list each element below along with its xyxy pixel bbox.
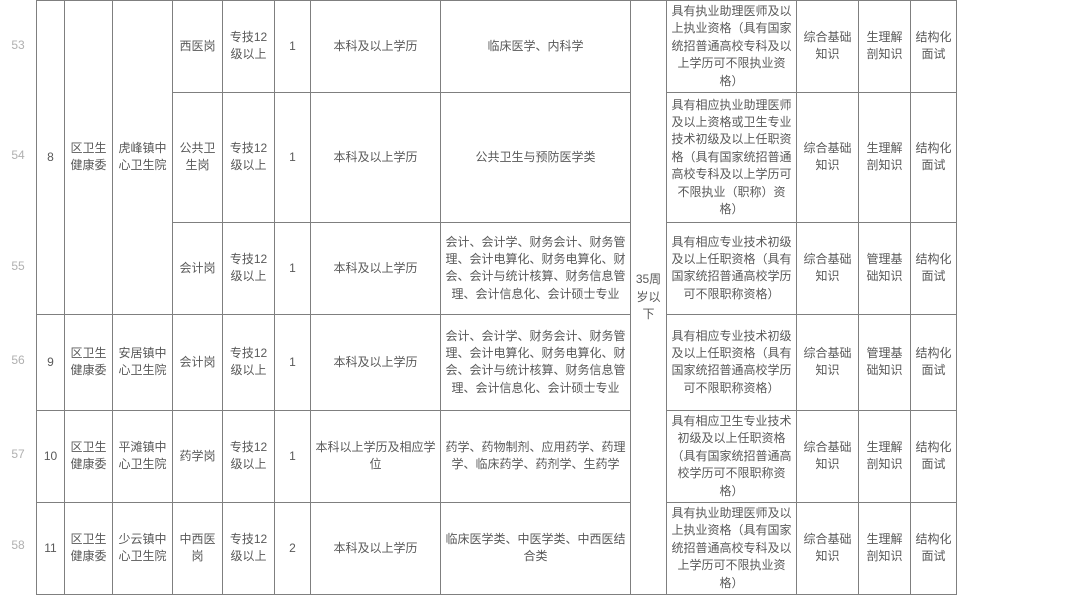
cell-interview: 结构化面试 bbox=[911, 92, 957, 222]
cell-post: 中西医岗 bbox=[173, 502, 223, 594]
cell-cond: 具有执业助理医师及以上执业资格（具有国家统招普通高校专科及以上学历可不限执业资格… bbox=[667, 1, 797, 93]
cell-edu: 本科及以上学历 bbox=[311, 1, 441, 93]
cell-major: 公共卫生与预防医学类 bbox=[441, 92, 631, 222]
cell-cond: 具有相应卫生专业技术初级及以上任职资格（具有国家统招普通高校学历可不限职称资格） bbox=[667, 410, 797, 502]
cell-level: 专技12级以上 bbox=[223, 410, 275, 502]
cell-level: 专技12级以上 bbox=[223, 92, 275, 222]
row-header: 54 bbox=[0, 90, 36, 220]
cell-level: 专技12级以上 bbox=[223, 222, 275, 314]
cell-post: 会计岗 bbox=[173, 222, 223, 314]
cell-age: 35周岁以下 bbox=[631, 1, 667, 595]
cell-test1: 综合基础知识 bbox=[797, 1, 859, 93]
cell-level: 专技12级以上 bbox=[223, 1, 275, 93]
cell-count: 1 bbox=[275, 92, 311, 222]
cell-count: 2 bbox=[275, 502, 311, 594]
cell-interview: 结构化面试 bbox=[911, 314, 957, 410]
cell-edu: 本科及以上学历 bbox=[311, 314, 441, 410]
cell-post: 西医岗 bbox=[173, 1, 223, 93]
cell-test1: 综合基础知识 bbox=[797, 314, 859, 410]
cell-unit: 少云镇中心卫生院 bbox=[113, 502, 173, 594]
cell-test2: 管理基础知识 bbox=[859, 222, 911, 314]
row-header: 58 bbox=[0, 500, 36, 590]
cell-cond: 具有相应专业技术初级及以上任职资格（具有国家统招普通高校学历可不限职称资格） bbox=[667, 222, 797, 314]
cell-seq: 9 bbox=[37, 314, 65, 410]
cell-seq: 8 bbox=[37, 1, 65, 315]
cell-interview: 结构化面试 bbox=[911, 410, 957, 502]
cell-count: 1 bbox=[275, 1, 311, 93]
cell-edu: 本科以上学历及相应学位 bbox=[311, 410, 441, 502]
table-row: 10 区卫生健康委 平滩镇中心卫生院 药学岗 专技12级以上 1 本科以上学历及… bbox=[37, 410, 957, 502]
cell-major: 会计、会计学、财务会计、财务管理、会计电算化、财务电算化、财会、会计与统计核算、… bbox=[441, 222, 631, 314]
cell-cond: 具有相应专业技术初级及以上任职资格（具有国家统招普通高校学历可不限职称资格） bbox=[667, 314, 797, 410]
cell-unit: 平滩镇中心卫生院 bbox=[113, 410, 173, 502]
cell-cond: 具有执业助理医师及以上执业资格（具有国家统招普通高校专科及以上学历可不限执业资格… bbox=[667, 502, 797, 594]
row-header-gutter: 535455565758 bbox=[0, 0, 36, 595]
cell-level: 专技12级以上 bbox=[223, 314, 275, 410]
cell-post: 公共卫生岗 bbox=[173, 92, 223, 222]
row-header: 53 bbox=[0, 0, 36, 90]
cell-post: 药学岗 bbox=[173, 410, 223, 502]
spreadsheet: 535455565758 8 区卫生健康委 虎峰镇中心卫生院 西医岗 专技12级… bbox=[0, 0, 1080, 595]
cell-unit: 虎峰镇中心卫生院 bbox=[113, 1, 173, 315]
cell-dept: 区卫生健康委 bbox=[65, 314, 113, 410]
cell-major: 临床医学类、中医学类、中西医结合类 bbox=[441, 502, 631, 594]
cell-major: 药学、药物制剂、应用药学、药理学、临床药学、药剂学、生药学 bbox=[441, 410, 631, 502]
cell-test1: 综合基础知识 bbox=[797, 222, 859, 314]
cell-test2: 生理解剖知识 bbox=[859, 410, 911, 502]
cell-seq: 10 bbox=[37, 410, 65, 502]
table-row: 8 区卫生健康委 虎峰镇中心卫生院 西医岗 专技12级以上 1 本科及以上学历 … bbox=[37, 1, 957, 93]
cell-test1: 综合基础知识 bbox=[797, 502, 859, 594]
cell-dept: 区卫生健康委 bbox=[65, 1, 113, 315]
cell-interview: 结构化面试 bbox=[911, 1, 957, 93]
cell-count: 1 bbox=[275, 314, 311, 410]
cell-dept: 区卫生健康委 bbox=[65, 502, 113, 594]
row-header: 56 bbox=[0, 312, 36, 408]
cell-edu: 本科及以上学历 bbox=[311, 502, 441, 594]
table-row: 会计岗 专技12级以上 1 本科及以上学历 会计、会计学、财务会计、财务管理、会… bbox=[37, 222, 957, 314]
cell-edu: 本科及以上学历 bbox=[311, 92, 441, 222]
recruitment-table: 8 区卫生健康委 虎峰镇中心卫生院 西医岗 专技12级以上 1 本科及以上学历 … bbox=[36, 0, 957, 595]
cell-count: 1 bbox=[275, 410, 311, 502]
cell-dept: 区卫生健康委 bbox=[65, 410, 113, 502]
cell-test2: 生理解剖知识 bbox=[859, 92, 911, 222]
cell-test1: 综合基础知识 bbox=[797, 92, 859, 222]
cell-interview: 结构化面试 bbox=[911, 222, 957, 314]
row-header: 57 bbox=[0, 408, 36, 500]
cell-cond: 具有相应执业助理医师及以上资格或卫生专业技术初级及以上任职资格（具有国家统招普通… bbox=[667, 92, 797, 222]
cell-level: 专技12级以上 bbox=[223, 502, 275, 594]
cell-count: 1 bbox=[275, 222, 311, 314]
cell-test1: 综合基础知识 bbox=[797, 410, 859, 502]
cell-major: 会计、会计学、财务会计、财务管理、会计电算化、财务电算化、财会、会计与统计核算、… bbox=[441, 314, 631, 410]
cell-test2: 生理解剖知识 bbox=[859, 502, 911, 594]
cell-edu: 本科及以上学历 bbox=[311, 222, 441, 314]
table-row: 公共卫生岗 专技12级以上 1 本科及以上学历 公共卫生与预防医学类 具有相应执… bbox=[37, 92, 957, 222]
cell-test2: 生理解剖知识 bbox=[859, 1, 911, 93]
cell-interview: 结构化面试 bbox=[911, 502, 957, 594]
cell-seq: 11 bbox=[37, 502, 65, 594]
cell-post: 会计岗 bbox=[173, 314, 223, 410]
row-header: 55 bbox=[0, 220, 36, 312]
cell-test2: 管理基础知识 bbox=[859, 314, 911, 410]
cell-major: 临床医学、内科学 bbox=[441, 1, 631, 93]
table-row: 9 区卫生健康委 安居镇中心卫生院 会计岗 专技12级以上 1 本科及以上学历 … bbox=[37, 314, 957, 410]
table-row: 11 区卫生健康委 少云镇中心卫生院 中西医岗 专技12级以上 2 本科及以上学… bbox=[37, 502, 957, 594]
cell-unit: 安居镇中心卫生院 bbox=[113, 314, 173, 410]
